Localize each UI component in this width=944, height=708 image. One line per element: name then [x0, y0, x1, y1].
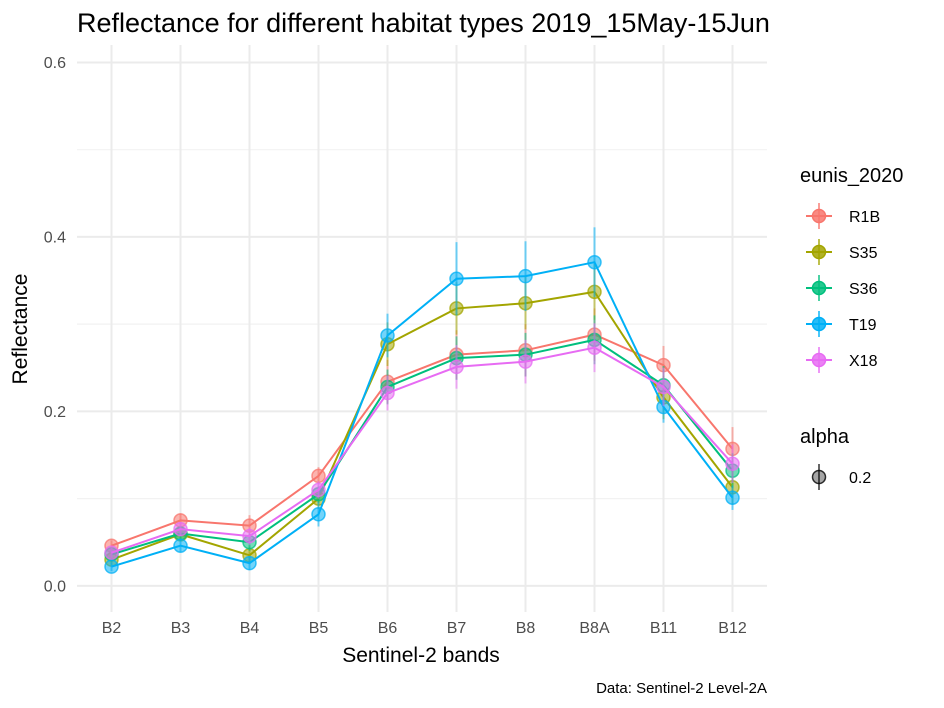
- x-tick-label: B7: [447, 620, 467, 637]
- legend: eunis_2020 R1B S35 S36 T19 X18: [800, 165, 903, 373]
- legend-point: [811, 208, 827, 224]
- series-T19: [104, 227, 740, 574]
- series-line: [111, 346, 734, 554]
- y-tick-label: 0.6: [44, 55, 66, 72]
- legend-item-S36: S36: [806, 275, 878, 301]
- caption: Data: Sentinel-2 Level-2A: [596, 680, 767, 697]
- series-line: [111, 261, 734, 568]
- data-point: [173, 521, 188, 537]
- legend-point: [811, 280, 827, 296]
- x-tick-label: B5: [309, 620, 329, 637]
- series-line: [111, 338, 734, 556]
- data-point: [449, 359, 464, 375]
- x-axis-title: Sentinel-2 bands: [342, 644, 500, 667]
- data-point: [242, 528, 257, 544]
- y-tick-label: 0.0: [44, 578, 66, 595]
- data-point: [380, 328, 395, 343]
- data-point: [518, 354, 533, 369]
- legend-label: R1B: [849, 209, 880, 226]
- data-point: [104, 545, 119, 560]
- data-point: [242, 555, 257, 571]
- legend-point: [811, 352, 827, 368]
- data-point: [311, 507, 326, 522]
- series-line: [111, 290, 734, 561]
- x-tick-label: B6: [378, 620, 398, 637]
- series-line: [111, 333, 734, 547]
- x-tick-label: B8A: [579, 620, 610, 637]
- legend-item-X18: X18: [806, 347, 878, 373]
- series-S36: [104, 315, 740, 562]
- alpha-legend-item: 0.2: [811, 464, 871, 490]
- chart-title: Reflectance for different habitat types …: [77, 8, 770, 38]
- series-R1B: [104, 308, 740, 553]
- x-tick-label: B3: [171, 620, 191, 637]
- alpha-legend-label: 0.2: [849, 470, 871, 487]
- y-tick-label: 0.2: [44, 404, 66, 421]
- x-tick-label: B11: [650, 620, 677, 637]
- legend-label: T19: [849, 317, 877, 334]
- data-point: [380, 385, 395, 401]
- legend-item-T19: T19: [806, 311, 877, 337]
- data-point: [518, 268, 533, 284]
- alpha-legend-title: alpha: [800, 426, 850, 448]
- alpha-legend: alpha 0.2: [800, 426, 871, 490]
- legend-item-S35: S35: [806, 239, 878, 265]
- legend-item-R1B: R1B: [806, 203, 880, 229]
- x-tick-label: B8: [516, 620, 536, 637]
- x-tick-label: B2: [102, 620, 122, 637]
- series-layer: [104, 227, 740, 574]
- legend-point: [811, 316, 827, 332]
- data-point: [173, 538, 188, 553]
- series-S35: [104, 263, 740, 567]
- data-point: [587, 340, 602, 355]
- legend-point: [811, 244, 827, 260]
- x-tick-labels: B2 B3 B4 B5 B6 B7 B8 B8A B11 B12: [102, 620, 747, 637]
- legend-title: eunis_2020: [800, 165, 903, 187]
- data-point: [311, 482, 326, 498]
- series-X18: [104, 323, 740, 560]
- alpha-legend-point: [811, 469, 827, 485]
- data-point: [587, 254, 602, 270]
- x-tick-label: B4: [240, 620, 260, 637]
- legend-label: S35: [849, 245, 878, 262]
- y-tick-label: 0.4: [44, 229, 66, 246]
- data-point: [725, 490, 740, 505]
- y-tick-labels: 0.0 0.2 0.4 0.6: [44, 55, 66, 595]
- data-point: [656, 379, 671, 395]
- data-point: [311, 468, 326, 484]
- data-point: [104, 559, 119, 574]
- data-point: [449, 271, 464, 287]
- legend-label: S36: [849, 281, 878, 298]
- x-tick-label: B12: [718, 620, 747, 637]
- y-axis-title: Reflectance: [9, 274, 32, 385]
- data-point: [725, 456, 740, 471]
- legend-label: X18: [849, 353, 878, 370]
